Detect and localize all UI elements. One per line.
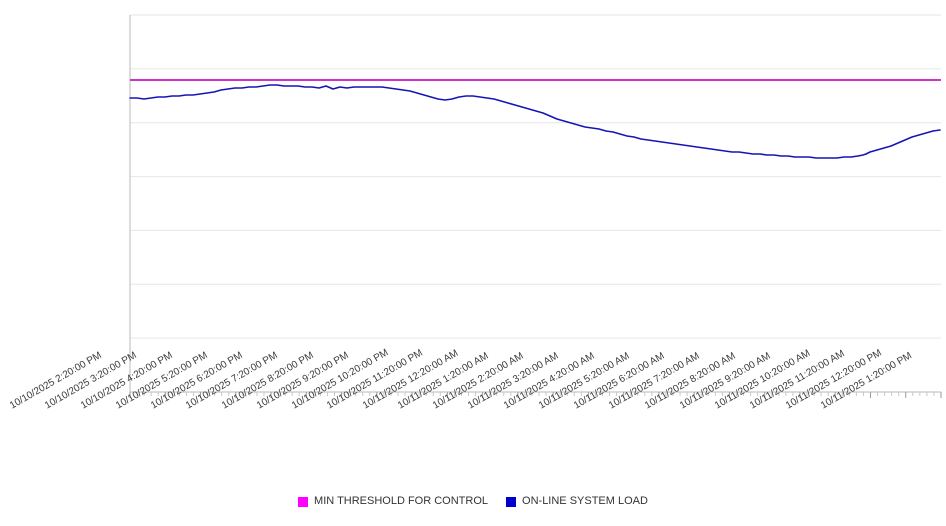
x-axis-ticks (129, 392, 942, 398)
legend-item-min-threshold[interactable]: MIN THRESHOLD FOR CONTROL (298, 496, 488, 507)
axis-lines (129, 15, 941, 393)
grid-lines (130, 14, 941, 393)
legend-swatch-blue-icon (506, 496, 517, 507)
legend-item-online-system-load[interactable]: ON-LINE SYSTEM LOAD (506, 496, 648, 507)
legend-label-min-threshold: MIN THRESHOLD FOR CONTROL (314, 495, 489, 507)
legend-swatch-magenta-icon (298, 496, 309, 507)
series-on-line-system-load (129, 84, 941, 159)
legend-label-online-system-load: ON-LINE SYSTEM LOAD (522, 495, 648, 507)
chart-legend: MIN THRESHOLD FOR CONTROL ON-LINE SYSTEM… (0, 496, 946, 507)
